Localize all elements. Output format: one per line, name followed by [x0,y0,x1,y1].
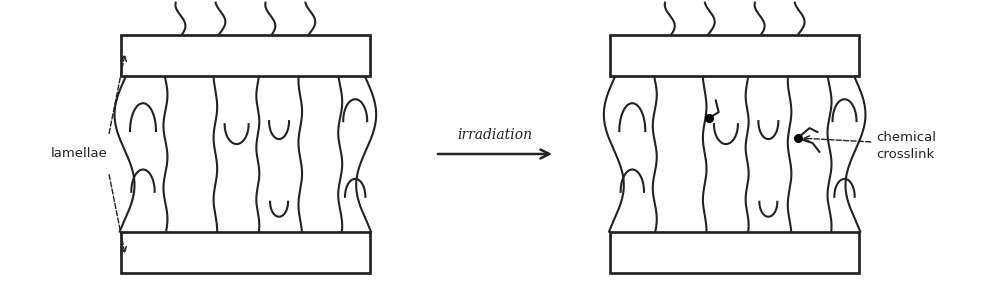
Bar [610,232,860,273]
Text: lamellae: lamellae [50,147,108,161]
Text: irradiation: irradiation [457,128,533,142]
Text: chemical
crosslink: chemical crosslink [876,131,937,161]
Bar [121,232,370,273]
Bar [610,35,860,76]
Bar [121,35,370,76]
